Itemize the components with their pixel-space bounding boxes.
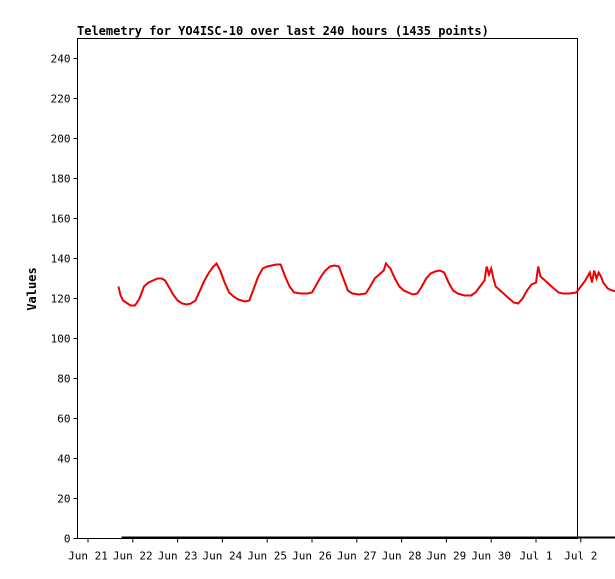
series-line: [117, 261, 615, 307]
y-tick-label: 80: [57, 373, 70, 386]
x-tick-label: Jun 23: [158, 550, 198, 563]
y-tick-label: 240: [51, 53, 71, 66]
y-tick-label: 0: [64, 533, 71, 546]
x-tick-label: Jun 28: [382, 550, 422, 563]
chart-title: Telemetry for YO4ISC-10 over last 240 ho…: [77, 24, 489, 38]
y-axis-label: Values: [25, 267, 39, 310]
y-tick-label: 40: [57, 453, 70, 466]
y-axis: 0 20 40 60 80 100 120 140 160 180 200 220 240: [51, 53, 78, 546]
x-tick-label: Jun 27: [337, 550, 377, 563]
y-tick-label: 160: [51, 213, 71, 226]
x-tick-label: Jun 30: [471, 550, 511, 563]
x-tick-label: Jun 26: [292, 550, 332, 563]
x-tick-label: Jun 21: [68, 550, 108, 563]
plot-area: [77, 38, 578, 539]
y-tick-label: 60: [57, 413, 70, 426]
y-tick-label: 120: [51, 293, 71, 306]
x-axis: Jun 21 Jun 22 Jun 23 Jun 24 Jun 25 Jun 26 Jun …: [68, 538, 597, 563]
y-tick-label: 220: [51, 93, 71, 106]
y-tick-label: 180: [51, 173, 71, 186]
y-tick-label: 140: [51, 253, 71, 266]
x-tick-label: Jun 29: [427, 550, 467, 563]
x-tick-label: Jun 25: [247, 550, 287, 563]
y-tick-label: 200: [51, 133, 71, 146]
x-tick-label: Jun 24: [203, 550, 243, 563]
y-tick-label: 20: [57, 493, 70, 506]
x-tick-label: Jul 2: [564, 550, 597, 563]
x-tick-label: Jun 22: [113, 550, 153, 563]
x-tick-label: Jul 1: [519, 550, 552, 563]
y-tick-label: 100: [51, 333, 71, 346]
